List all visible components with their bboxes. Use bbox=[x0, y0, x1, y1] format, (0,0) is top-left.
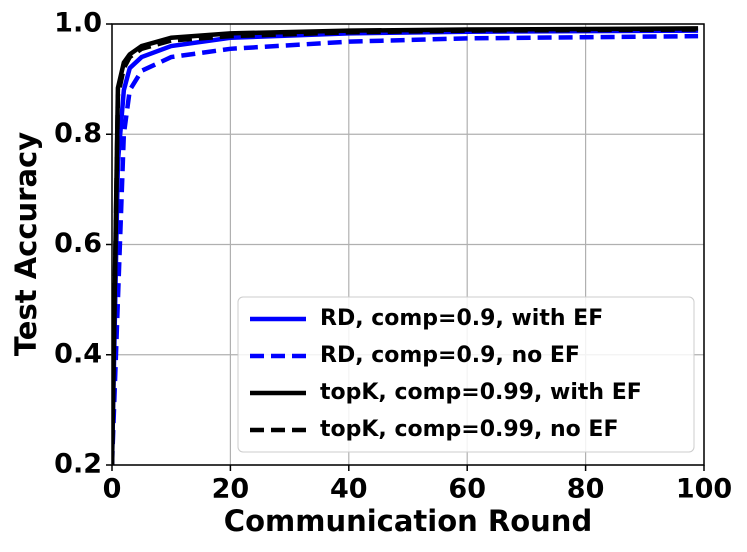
plot-frame bbox=[111, 23, 705, 466]
y-axis-label: Test Accuracy bbox=[9, 132, 43, 356]
legend-label: RD, comp=0.9, no EF bbox=[320, 343, 580, 368]
x-tick-label: 0 bbox=[103, 474, 122, 505]
series-line bbox=[112, 27, 699, 466]
y-tick-label: 0.6 bbox=[54, 228, 102, 259]
legend-label: topK, comp=0.99, no EF bbox=[320, 417, 619, 442]
y-tick-label: 0.8 bbox=[54, 118, 102, 149]
y-tick-label: 1.0 bbox=[54, 8, 102, 39]
legend-label: RD, comp=0.9, with EF bbox=[320, 306, 603, 331]
y-tick-label: 0.4 bbox=[54, 338, 102, 369]
x-tick-label: 100 bbox=[676, 474, 732, 505]
x-tick-label: 80 bbox=[567, 474, 605, 505]
x-tick-label: 40 bbox=[330, 474, 368, 505]
legend-label: topK, comp=0.99, with EF bbox=[320, 380, 642, 405]
x-tick-label: 20 bbox=[212, 474, 250, 505]
x-tick-label: 60 bbox=[448, 474, 486, 505]
x-axis-label: Communication Round bbox=[224, 504, 592, 538]
series-line bbox=[112, 33, 699, 466]
legend-box bbox=[237, 296, 695, 453]
y-tick-label: 0.2 bbox=[54, 449, 102, 480]
